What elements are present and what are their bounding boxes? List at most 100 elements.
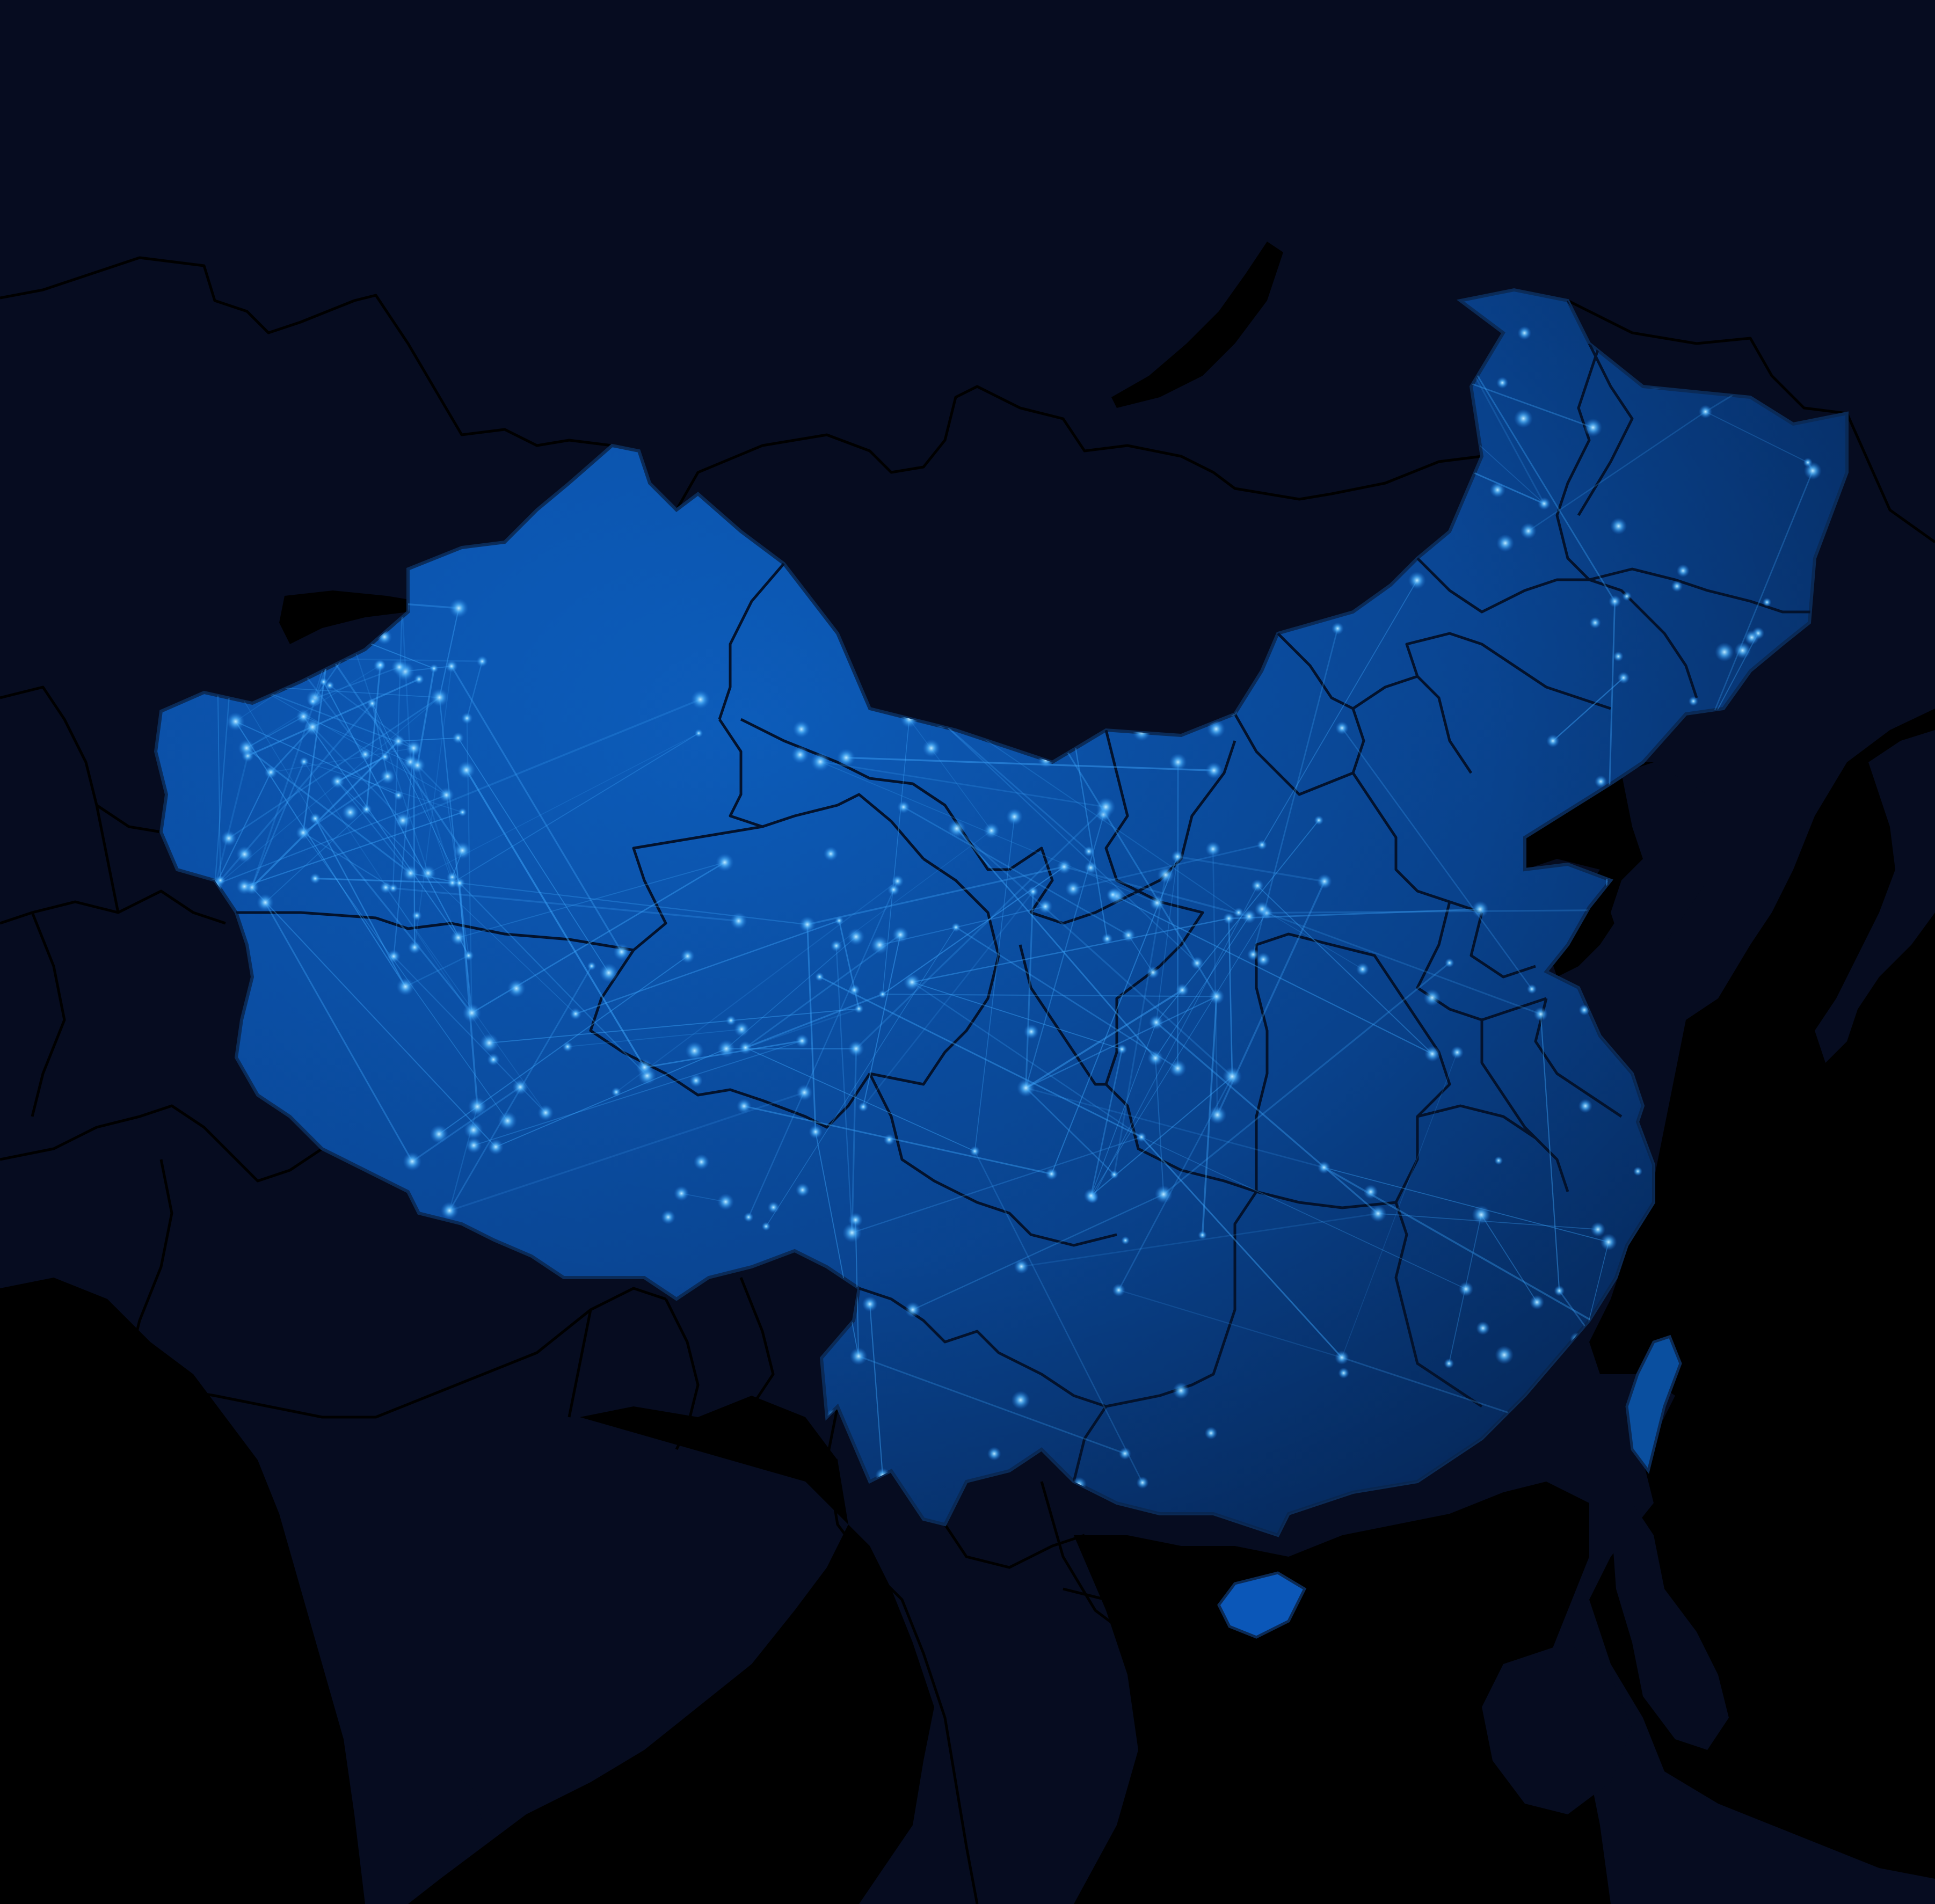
network-link	[1050, 724, 1218, 997]
network-node	[734, 1022, 750, 1037]
network-link	[439, 608, 460, 698]
network-node	[809, 1125, 823, 1139]
network-node	[922, 739, 941, 757]
network-node	[1242, 909, 1256, 924]
network-node	[1149, 895, 1165, 911]
network-link	[1481, 1214, 1538, 1303]
network-link	[745, 934, 901, 1048]
network-link	[265, 808, 367, 903]
network-link	[1341, 1052, 1458, 1358]
network-link	[912, 917, 1229, 983]
network-link	[912, 1193, 1164, 1311]
network-node	[1317, 874, 1332, 889]
network-link	[402, 698, 701, 822]
network-node	[236, 845, 253, 863]
network-node	[307, 696, 318, 707]
network-node	[1533, 1007, 1548, 1022]
network-node	[1699, 405, 1713, 419]
network-node	[1096, 797, 1116, 817]
network-node	[498, 1111, 517, 1130]
network-link	[459, 882, 808, 925]
network-link	[862, 891, 1034, 1107]
network-node	[842, 1223, 862, 1243]
network-node	[226, 712, 245, 731]
network-node	[1451, 1046, 1464, 1059]
network-link	[1090, 1022, 1157, 1196]
network-node	[905, 1302, 921, 1318]
network-link	[303, 761, 463, 813]
network-node	[743, 1212, 754, 1222]
network-node	[799, 916, 816, 933]
network-node	[836, 748, 856, 767]
network-node	[814, 972, 825, 982]
network-link	[1021, 1213, 1378, 1267]
network-node	[1338, 1367, 1349, 1379]
network-node	[488, 1139, 504, 1155]
network-node	[257, 894, 274, 911]
network-node	[507, 979, 526, 998]
network-node	[380, 769, 395, 784]
network-node	[236, 878, 253, 895]
network-node	[1496, 376, 1509, 389]
network-node	[1038, 899, 1053, 914]
network-node	[791, 746, 809, 764]
network-node	[1633, 1166, 1643, 1176]
network-link	[1540, 1014, 1560, 1291]
network-node	[897, 800, 910, 814]
network-node	[1065, 880, 1081, 897]
network-link	[303, 832, 508, 1121]
network-node	[393, 790, 404, 801]
network-link	[1266, 912, 1541, 1015]
network-node	[462, 1003, 482, 1023]
network-node	[795, 1034, 809, 1048]
network-link	[251, 887, 497, 1148]
network-node	[1363, 1184, 1378, 1199]
japan	[1815, 730, 1935, 1063]
network-node	[1584, 418, 1603, 437]
network-node	[439, 787, 454, 803]
network-node	[296, 709, 311, 724]
network-node	[685, 1041, 704, 1060]
network-link	[956, 828, 1156, 1059]
network-node	[1803, 462, 1822, 480]
network-node	[862, 1296, 878, 1312]
network-node	[1190, 956, 1204, 970]
network-link	[393, 748, 414, 957]
network-node	[716, 853, 734, 872]
network-node	[796, 1084, 813, 1101]
network-node	[1520, 522, 1537, 539]
sri-lanka	[448, 1777, 483, 1847]
network-link	[235, 721, 406, 987]
network-node	[264, 765, 278, 779]
network-node	[387, 949, 401, 964]
network-node	[309, 813, 321, 825]
network-link	[1025, 1087, 1115, 1176]
network-node	[1671, 580, 1683, 592]
network-node	[1027, 886, 1039, 898]
network-node	[951, 922, 961, 932]
network-link	[1341, 727, 1533, 990]
network-link	[1262, 908, 1363, 970]
network-node	[1676, 564, 1690, 578]
network-link	[385, 887, 546, 1113]
network-node	[319, 677, 328, 687]
network-node	[1011, 1390, 1030, 1410]
network-link	[214, 755, 249, 885]
network-node	[367, 698, 378, 709]
network-node	[1083, 846, 1095, 857]
network-node	[903, 973, 921, 991]
network-link	[846, 756, 1214, 771]
network-link	[568, 1028, 742, 1047]
network-link	[314, 818, 473, 1014]
network-node	[458, 807, 467, 817]
bay-of-bengal	[408, 1396, 934, 1904]
network-overlay	[207, 326, 1829, 1492]
network-link	[1177, 856, 1325, 882]
network-node	[792, 720, 810, 738]
network-node	[1014, 1259, 1029, 1274]
network-node	[420, 865, 436, 881]
network-link	[271, 747, 414, 773]
network-link	[450, 666, 623, 953]
network-node	[1335, 721, 1349, 735]
